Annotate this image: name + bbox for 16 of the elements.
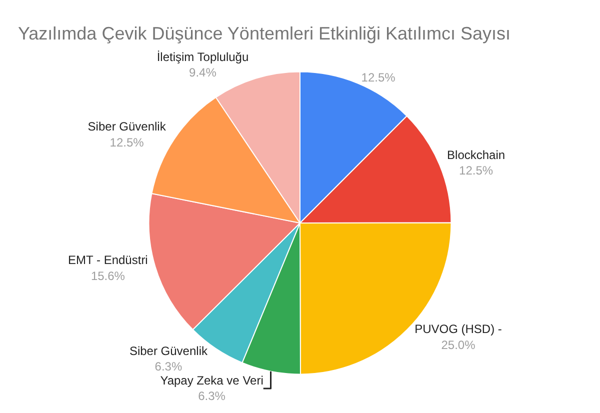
data-label: 9.4% [189, 66, 217, 80]
slice-label: EMT - Endüstri [68, 253, 148, 268]
chart-title: Yazılımda Çevik Düşünce Yöntemleri Etkinliği Katılımcı Sayısı [18, 23, 511, 44]
data-label: 25.0% [441, 338, 476, 352]
data-label: 12.5% [459, 164, 494, 178]
data-label: 12.5% [110, 135, 144, 150]
slice-label: Yapay Zeka ve Veri [160, 374, 264, 388]
data-label: 15.6% [90, 268, 126, 283]
slice-label: Siber Güvenlik [129, 344, 208, 358]
data-label: 6.3% [198, 389, 226, 404]
slice-label: Blockchain [447, 148, 506, 162]
slice-label: Siber Güvenlik [88, 120, 167, 134]
slice-label: PUVOG (HSD) - [414, 322, 502, 336]
slice-label: İletişim Topluluğu [156, 50, 249, 64]
data-label: 12.5% [361, 70, 396, 84]
data-label: 6.3% [154, 360, 182, 374]
